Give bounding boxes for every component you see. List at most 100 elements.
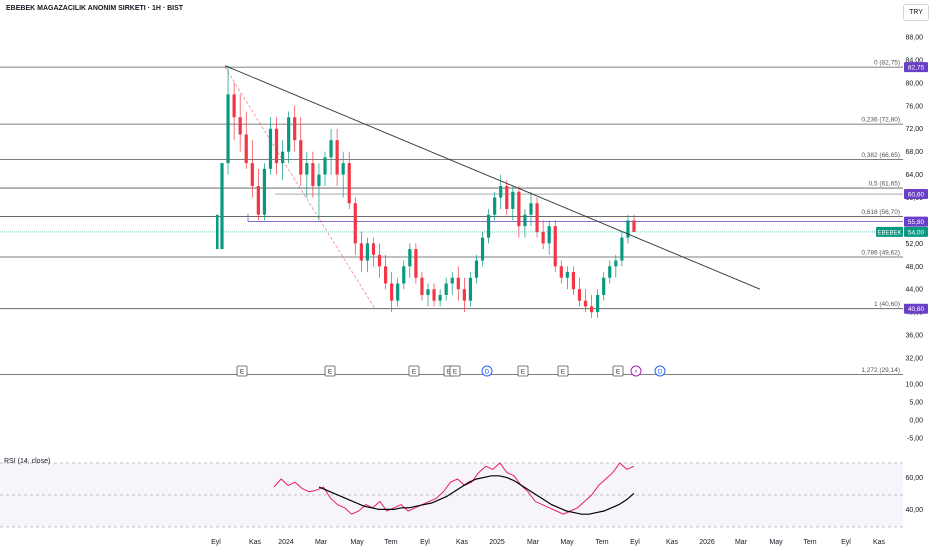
candle-body — [329, 140, 333, 158]
candle-body — [529, 203, 533, 215]
currency-button[interactable]: TRY — [903, 4, 929, 21]
candle-body — [323, 157, 327, 175]
earnings-marker — [236, 365, 248, 377]
price-tick-label: 80,00 — [905, 80, 923, 87]
rsi-label: RSI (14, close) — [4, 458, 51, 465]
candle-body — [535, 203, 539, 232]
candle-body — [565, 272, 569, 278]
lower-tick-label: -5,00 — [907, 436, 923, 443]
candle-body — [608, 266, 612, 278]
x-tick-label: Kas — [873, 539, 886, 546]
x-tick-label: Kas — [456, 539, 469, 546]
candle-body — [505, 186, 509, 209]
candle-body — [226, 94, 230, 164]
candle-body — [317, 174, 321, 187]
trendline — [224, 65, 761, 290]
candle-body — [432, 289, 436, 301]
candle-body — [511, 191, 515, 209]
candle-body — [371, 243, 376, 255]
candle-body — [287, 117, 291, 152]
candle-body — [244, 134, 248, 164]
lower-tick-label: 5,00 — [909, 400, 923, 407]
event-label: E — [240, 368, 245, 375]
x-tick-label: 2024 — [278, 539, 294, 546]
candle-body — [220, 163, 224, 250]
x-tick-label: May — [560, 539, 574, 546]
fib-label: 0,618 (56,70) — [861, 209, 900, 216]
fib-label: 0 (82,75) — [874, 60, 900, 67]
fib-label: 0,786 (49,62) — [861, 249, 900, 256]
x-tick-label: 2025 — [489, 539, 505, 546]
candle-body — [280, 151, 285, 164]
candle-body — [311, 163, 315, 187]
price-badge-label: 60,60 — [908, 192, 925, 199]
earnings-marker — [612, 365, 624, 377]
candle-body — [462, 289, 466, 301]
price-tick-label: 48,00 — [905, 264, 923, 271]
candle-body — [571, 272, 576, 290]
candle-body — [299, 140, 303, 175]
candle-body — [486, 214, 491, 238]
event-label: E — [412, 368, 417, 375]
x-tick-label: Kas — [249, 539, 262, 546]
candle-body — [250, 163, 254, 187]
candle-body — [293, 117, 297, 141]
candle-body — [420, 277, 424, 295]
candle-body — [238, 117, 242, 135]
candle-body — [426, 289, 430, 295]
price-tick-label: 68,00 — [905, 149, 923, 156]
event-label: E — [616, 368, 621, 375]
fib-label: 1,272 (29,14) — [861, 367, 900, 374]
price-badge-label: 82,75 — [908, 65, 925, 72]
x-tick-label: 2026 — [699, 539, 715, 546]
x-tick-label: May — [769, 539, 783, 546]
lower-tick-label: 10,00 — [905, 382, 923, 389]
candle-body — [468, 277, 473, 301]
candle-body — [499, 186, 503, 198]
event-label: D — [485, 368, 490, 375]
ticker-badge-label: EBEBEK — [877, 230, 901, 236]
rsi-line — [273, 462, 635, 515]
candle-body — [390, 283, 394, 301]
candle-body — [517, 191, 521, 227]
rsi-tick-label: 40,00 — [905, 507, 923, 514]
candle-body — [383, 266, 388, 284]
x-tick-label: Tem — [595, 539, 608, 546]
candle-body — [559, 266, 563, 278]
event-label: E — [521, 368, 526, 375]
candle-body — [414, 249, 418, 278]
candle-body — [583, 300, 588, 307]
ticker-badge — [876, 226, 903, 237]
x-tick-label: Eyl — [211, 539, 221, 546]
x-tick-label: Tem — [384, 539, 397, 546]
price-badge — [904, 216, 928, 227]
candle-body — [456, 277, 460, 290]
price-badge — [904, 62, 928, 73]
candle-body — [274, 128, 279, 164]
price-tick-label: 76,00 — [905, 103, 923, 110]
price-badge — [904, 226, 928, 237]
earnings-marker — [324, 365, 336, 377]
fib-label: 0,382 (66,65) — [861, 152, 900, 159]
candle-body — [589, 306, 594, 313]
event-label: E — [447, 368, 452, 375]
candle-body — [493, 197, 497, 215]
candle-body — [474, 260, 479, 278]
x-tick-label: Kas — [666, 539, 679, 546]
price-tick-label: 84,00 — [905, 57, 923, 64]
candle-body — [216, 214, 219, 250]
candle-body — [341, 163, 345, 175]
price-tick-label: 32,00 — [905, 356, 923, 363]
candle-body — [335, 140, 339, 175]
candle-body — [232, 94, 236, 118]
rsi-tick-label: 60,00 — [905, 475, 923, 482]
candle-body — [262, 168, 267, 215]
earnings-marker — [408, 365, 420, 377]
x-tick-label: Eyl — [630, 539, 640, 546]
x-tick-label: Mar — [735, 539, 748, 546]
candle-body — [577, 289, 582, 301]
candle-body — [596, 294, 600, 313]
candle-body — [541, 231, 545, 244]
candle-body — [365, 243, 370, 261]
